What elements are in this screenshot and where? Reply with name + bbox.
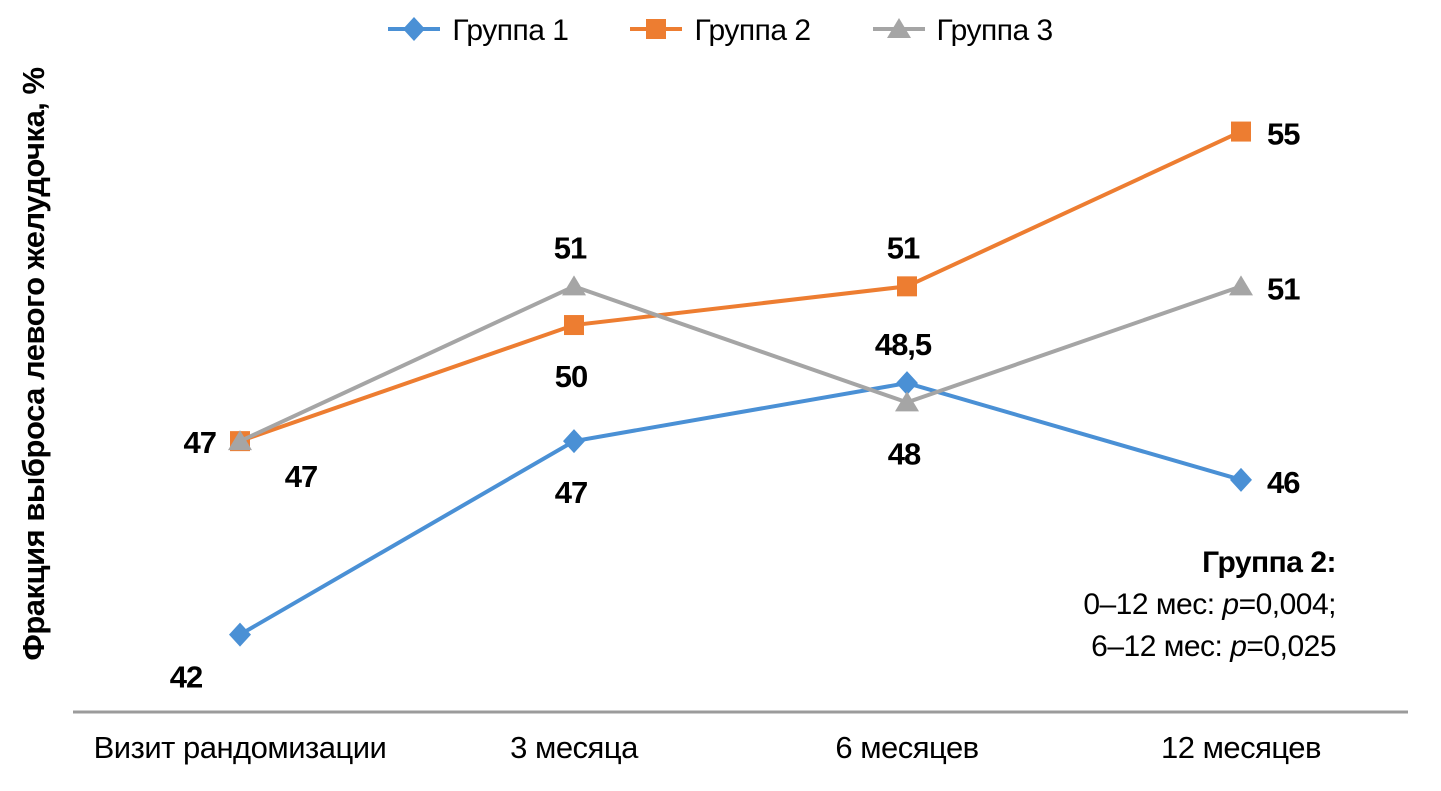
- annotation-text: =0,004;: [1238, 588, 1337, 621]
- diamond-marker-icon: [388, 16, 441, 47]
- square-icon: [646, 18, 667, 39]
- annotation-line-1: 0–12 мес: p=0,004;: [1083, 584, 1336, 626]
- annotation-p-italic: p: [1222, 588, 1239, 621]
- series-2-square-marker: [1231, 121, 1251, 142]
- series-2-square-marker: [564, 315, 584, 336]
- chart-legend: Группа 1 Группа 2 Группа 3: [0, 14, 1441, 48]
- data-label: 48,5: [875, 327, 932, 362]
- diamond-icon: [403, 16, 426, 41]
- data-label: 48: [888, 436, 921, 471]
- x-axis-label: 3 месяца: [510, 730, 638, 765]
- legend-item-group-3: Группа 3: [872, 14, 1054, 48]
- annotation-text: 6–12 мес:: [1091, 630, 1231, 663]
- series-3-triangle-marker: [1229, 275, 1253, 296]
- legend-label: Группа 3: [936, 14, 1054, 47]
- data-label: 42: [170, 660, 202, 695]
- series-1-diamond-marker: [896, 371, 918, 396]
- data-label: 47: [555, 475, 587, 510]
- series-3-triangle-marker: [562, 275, 586, 296]
- series-line-1: [238, 381, 1242, 637]
- annotation-group-2: Группа 2: 0–12 мес: p=0,004; 6–12 мес: p…: [1083, 542, 1336, 668]
- x-axis-label: Визит рандомизации: [93, 730, 387, 765]
- annotation-line-2: 6–12 мес: p=0,025: [1083, 626, 1336, 668]
- data-label: 46: [1267, 465, 1300, 500]
- series-3-triangle-marker: [895, 391, 919, 412]
- series-2-square-marker: [897, 276, 917, 297]
- diamond-legend-glyph: [388, 16, 441, 41]
- series-line-3: [239, 284, 1242, 443]
- x-axis-label: 12 месяцев: [1160, 730, 1322, 765]
- square-legend-glyph: [630, 18, 683, 39]
- triangle-icon: [886, 17, 911, 38]
- series-1-diamond-marker: [563, 429, 585, 454]
- data-label: 55: [1267, 117, 1300, 152]
- data-label: 51: [887, 230, 920, 265]
- y-axis-title: Фракция выброса левого желудочка, %: [16, 67, 51, 660]
- data-label: 47: [285, 459, 317, 494]
- series-3-triangle-marker: [228, 430, 252, 451]
- legend-item-group-1: Группа 1: [388, 14, 569, 48]
- data-label: 47: [184, 425, 216, 460]
- series-1-diamond-marker: [229, 622, 251, 647]
- annotation-text: =0,025: [1246, 630, 1336, 663]
- x-axis-label: 6 месяцев: [835, 730, 979, 765]
- legend-label: Группа 1: [452, 14, 569, 47]
- legend-label: Группа 2: [694, 14, 811, 47]
- square-marker-icon: [630, 16, 683, 47]
- legend-item-group-2: Группа 2: [630, 14, 811, 48]
- series-1-diamond-marker: [1230, 467, 1252, 492]
- triangle-marker-icon: [872, 16, 925, 47]
- data-label: 51: [554, 230, 587, 265]
- data-label: 50: [555, 359, 587, 394]
- data-label: 51: [1267, 271, 1300, 306]
- annotation-p-italic: p: [1230, 630, 1247, 663]
- annotation-text: 0–12 мес:: [1083, 588, 1223, 621]
- annotation-title: Группа 2:: [1202, 546, 1336, 579]
- triangle-legend-glyph: [872, 17, 925, 38]
- series-line-2: [239, 129, 1242, 444]
